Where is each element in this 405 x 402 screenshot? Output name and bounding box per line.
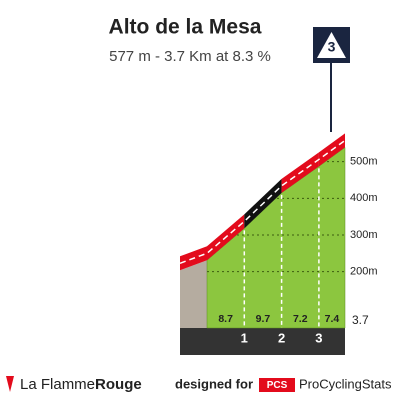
road-centerline [179, 139, 346, 264]
y-tick-label: 400m [350, 192, 378, 204]
base-band [180, 328, 345, 355]
pcs-logo: PCS [267, 380, 288, 391]
badge-triangle [317, 32, 346, 58]
y-tick-label: 300m [350, 229, 378, 241]
brand: La FlammeRouge [20, 376, 142, 393]
y-tick-label: 500m [350, 156, 378, 168]
badge-label: 3 [328, 39, 336, 55]
side-wall [180, 260, 207, 328]
chart-subtitle: 577 m - 3.7 Km at 8.3 % [109, 48, 271, 65]
pcs-logo-box [259, 378, 295, 392]
gradient-label: 9.7 [256, 313, 271, 325]
brand-right: Rouge [95, 376, 142, 393]
distance-label: 3.7 [352, 313, 369, 327]
designed-for: designed for [175, 376, 253, 391]
pcs-name: ProCyclingStats [299, 376, 392, 391]
chart-title: Alto de la Mesa [109, 16, 262, 39]
gradient-label: 7.2 [293, 313, 308, 325]
km-label: 2 [278, 330, 285, 345]
km-label: 1 [241, 330, 248, 345]
y-tick-label: 200m [350, 266, 378, 278]
gradient-label: 8.7 [218, 313, 233, 325]
profile: 200m 300m 400m 500m 1 2 3 8.7 9.7 7.2 7.4 3.7 [179, 133, 378, 355]
flag-logo [6, 376, 14, 392]
footer: La FlammeRouge designed for PCS ProCycli… [6, 376, 392, 393]
gradient-label: 7.4 [325, 313, 340, 325]
brand-left: La Flamme [20, 376, 95, 393]
km-label: 3 [315, 330, 322, 345]
